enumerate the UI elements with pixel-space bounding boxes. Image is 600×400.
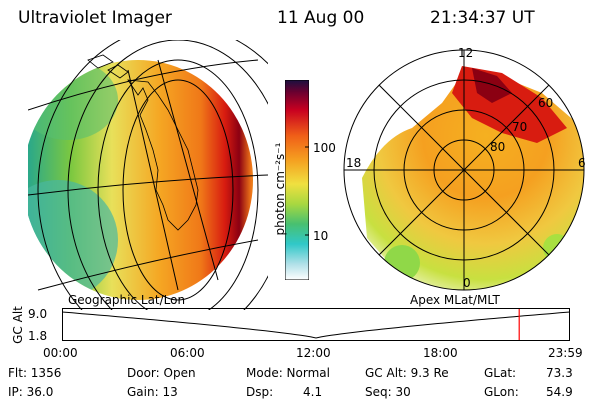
mlt-label-18: 18	[346, 156, 362, 170]
mlt-label-12: 12	[458, 46, 474, 60]
left-panel-caption: Geographic Lat/Lon	[68, 293, 186, 307]
orbit-altitude-curve	[62, 311, 570, 339]
timeline-xtick-0600: 06:00	[170, 346, 205, 360]
mlt-label-6: 6	[578, 156, 586, 170]
status-ip: IP: 36.0	[8, 385, 54, 399]
timeline-ylabel: GC Alt	[11, 306, 25, 344]
timeline-xtick-1200: 12:00	[296, 346, 331, 360]
mlt-label-0: 0	[463, 276, 471, 290]
colorbar	[285, 80, 309, 280]
timeline-ytick-high: 9.0	[28, 307, 48, 321]
polar-grid	[343, 49, 585, 291]
mlat-label-70: 70	[512, 120, 528, 134]
colorbar-unit-label: photon cm⁻²s⁻¹	[273, 142, 287, 236]
timeline-ytick-low: 1.8	[28, 329, 48, 343]
geographic-image	[28, 40, 268, 310]
status-glat-label: GLat:	[484, 366, 517, 380]
timeline-xtick-1800: 18:00	[423, 346, 458, 360]
status-gain: Gain: 13	[127, 385, 178, 399]
time-label: 21:34:37 UT	[430, 8, 535, 28]
colorbar-tick-100: 100	[313, 141, 336, 155]
date-label: 11 Aug 00	[277, 8, 365, 28]
status-glat-value: 73.3	[546, 366, 573, 380]
status-dsp-label: Dsp:	[246, 385, 274, 399]
orbit-timeline-plot	[62, 308, 570, 341]
status-glon-value: 54.9	[546, 385, 573, 399]
coastline-outline	[87, 54, 199, 231]
timeline-xtick-0000: 00:00	[43, 346, 78, 360]
status-sequence: Seq: 30	[365, 385, 411, 399]
status-flight: Flt: 1356	[8, 366, 62, 380]
mlat-label-80: 80	[490, 140, 506, 154]
status-dsp-value: 4.1	[303, 385, 323, 399]
aurora-emission-map	[28, 60, 253, 300]
status-door: Door: Open	[127, 366, 196, 380]
timeline-xtick-2359: 23:59	[548, 346, 583, 360]
status-mode: Mode: Normal	[246, 366, 330, 380]
mlat-label-60: 60	[538, 96, 554, 110]
polar-plot	[343, 49, 585, 291]
colorbar-tick-10: 10	[313, 229, 329, 243]
status-glon-label: GLon:	[484, 385, 519, 399]
instrument-title: Ultraviolet Imager	[18, 8, 172, 28]
status-gc-altitude: GC Alt: 9.3 Re	[365, 366, 449, 380]
right-panel-caption: Apex MLat/MLT	[410, 293, 500, 307]
map-grid-lines	[28, 40, 268, 310]
